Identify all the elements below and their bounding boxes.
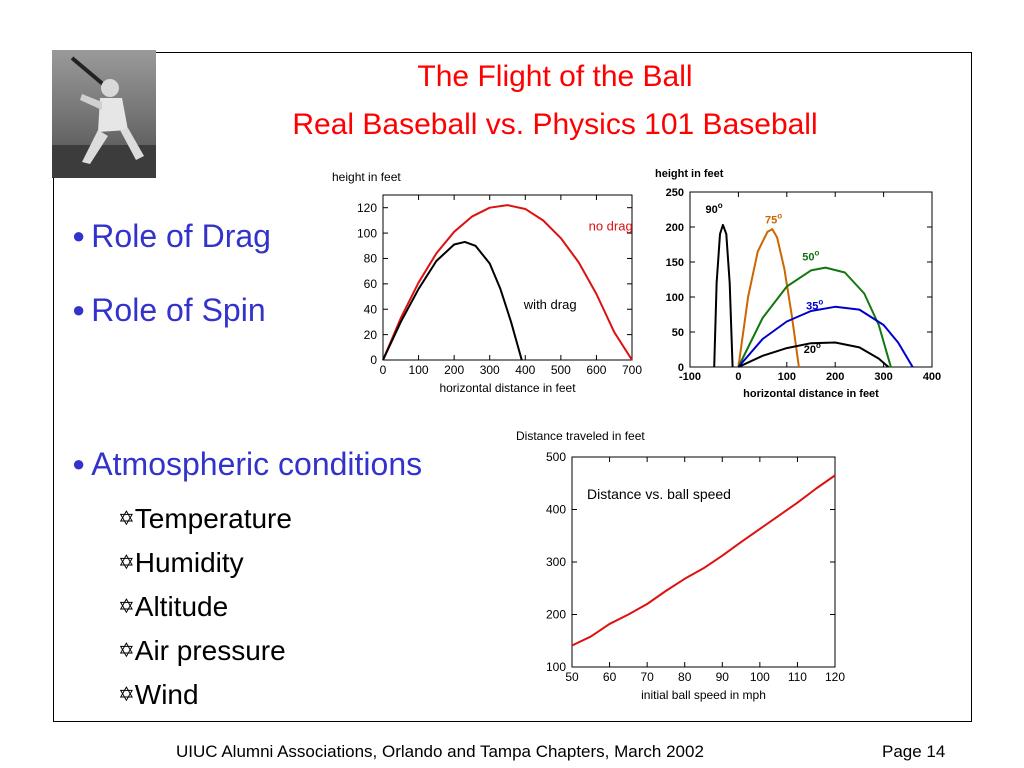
x-tick-label: 60 bbox=[603, 670, 617, 684]
baseball-player-photo bbox=[52, 50, 156, 178]
series-label-no-drag: no drag bbox=[589, 219, 633, 234]
degree-symbol: o bbox=[777, 212, 782, 221]
y-tick-label: 200 bbox=[666, 222, 684, 234]
footer-text: UIUC Alumni Associations, Orlando and Ta… bbox=[176, 742, 704, 761]
star-of-david-icon: ✡ bbox=[118, 596, 135, 618]
y-tick-label: 50 bbox=[672, 327, 684, 339]
x-tick-label: 110 bbox=[788, 670, 807, 684]
y-tick-label: 200 bbox=[546, 608, 566, 622]
y-tick-label: 100 bbox=[546, 660, 566, 674]
sub-item-temperature: ✡Temperature bbox=[118, 503, 292, 534]
y-tick-label: 60 bbox=[364, 277, 378, 291]
series-line bbox=[737, 266, 892, 368]
x-axis-label: initial ball speed in mph bbox=[641, 688, 766, 702]
bullet-dot-icon: ● bbox=[72, 223, 86, 248]
chart-title: Distance vs. ball speed bbox=[587, 486, 731, 502]
bullet-label: Role of Spin bbox=[91, 292, 266, 328]
distance-vs-speed-chart: 50 60 70 80 90 100 110 120 100 200 300 400 500 Distan… bbox=[516, 429, 845, 702]
y-tick-label: 120 bbox=[357, 201, 377, 215]
y-tick-label: 150 bbox=[666, 257, 684, 269]
sub-item-altitude: ✡Altitude bbox=[118, 591, 229, 622]
star-of-david-icon: ✡ bbox=[118, 684, 135, 706]
y-axis-label: height in feet bbox=[332, 170, 401, 184]
sub-item-humidity: ✡Humidity bbox=[118, 547, 244, 578]
x-tick-label: 300 bbox=[874, 371, 892, 383]
bullet-dot-icon: ● bbox=[72, 451, 86, 476]
series-line bbox=[737, 341, 890, 368]
x-tick-label: -100 bbox=[679, 371, 701, 383]
star-of-david-icon: ✡ bbox=[118, 640, 135, 662]
x-tick-label: 100 bbox=[750, 670, 770, 684]
x-tick-label: 90 bbox=[716, 670, 730, 684]
y-tick-label: 0 bbox=[678, 362, 684, 374]
series-line bbox=[737, 228, 800, 368]
plot-frame bbox=[571, 456, 836, 668]
plot-frame bbox=[382, 194, 633, 361]
x-tick-label: 400 bbox=[923, 371, 941, 383]
sub-item-wind: ✡Wind bbox=[118, 679, 199, 710]
x-tick-label: 500 bbox=[551, 363, 571, 377]
x-tick-label: 700 bbox=[622, 363, 642, 377]
y-axis-label: height in feet bbox=[655, 168, 724, 180]
series-line bbox=[571, 474, 836, 647]
degree-symbol: o bbox=[818, 298, 823, 307]
y-tick-label: 100 bbox=[357, 226, 377, 240]
degree-symbol: o bbox=[815, 249, 820, 258]
x-tick-label: 0 bbox=[735, 371, 741, 383]
y-tick-label: 20 bbox=[364, 328, 378, 342]
bullet-dot-icon: ● bbox=[72, 297, 86, 322]
degree-symbol: o bbox=[718, 201, 723, 210]
y-tick-label: 250 bbox=[666, 187, 684, 199]
bullet-atmospheric-conditions: ● Atmospheric conditions bbox=[72, 446, 422, 486]
bullet-role-of-spin: ● Role of Spin bbox=[72, 292, 266, 332]
bullet-label: Role of Drag bbox=[91, 218, 271, 254]
series-line bbox=[382, 240, 523, 361]
bullet-role-of-drag: ● Role of Drag bbox=[72, 218, 271, 258]
x-tick-label: 300 bbox=[480, 363, 500, 377]
degree-symbol: o bbox=[816, 341, 821, 350]
x-tick-label: 600 bbox=[586, 363, 606, 377]
x-tick-label: 400 bbox=[515, 363, 535, 377]
star-of-david-icon: ✡ bbox=[118, 508, 135, 530]
y-tick-label: 400 bbox=[546, 503, 566, 517]
page-number: Page 14 bbox=[882, 742, 946, 761]
slide-title-line1: The Flight of the Ball bbox=[417, 60, 693, 93]
x-tick-label: 80 bbox=[678, 670, 692, 684]
x-tick-label: 0 bbox=[380, 363, 387, 377]
x-tick-label: 100 bbox=[778, 371, 796, 383]
y-tick-label: 0 bbox=[370, 353, 377, 367]
x-tick-label: 120 bbox=[825, 670, 845, 684]
sub-item-air-pressure: ✡Air pressure bbox=[118, 635, 286, 666]
drag-trajectory-chart: 0 100 200 300 400 500 600 700 0 20 40 60 80 100 120 hei… bbox=[332, 170, 642, 395]
x-axis-label: horizontal distance in feet bbox=[743, 388, 879, 400]
y-axis-label: Distance traveled in feet bbox=[516, 429, 645, 443]
x-tick-label: 100 bbox=[409, 363, 429, 377]
x-tick-label: 200 bbox=[826, 371, 844, 383]
y-tick-label: 40 bbox=[364, 302, 378, 316]
y-tick-label: 300 bbox=[546, 555, 566, 569]
series-line bbox=[737, 305, 914, 368]
bullet-label: Atmospheric conditions bbox=[91, 446, 423, 482]
star-of-david-icon: ✡ bbox=[118, 552, 135, 574]
x-tick-label: 200 bbox=[444, 363, 464, 377]
slide-frame bbox=[53, 52, 972, 722]
x-tick-label: 70 bbox=[640, 670, 654, 684]
y-tick-label: 80 bbox=[364, 252, 378, 266]
x-axis-label: horizontal distance in feet bbox=[439, 381, 576, 395]
x-tick-label: 50 bbox=[565, 670, 579, 684]
y-tick-label: 500 bbox=[546, 450, 566, 464]
series-line bbox=[713, 223, 734, 368]
series-label-with-drag: with drag bbox=[523, 297, 577, 312]
series-line bbox=[382, 204, 633, 361]
y-tick-label: 100 bbox=[666, 292, 684, 304]
slide-title-line2: Real Baseball vs. Physics 101 Baseball bbox=[292, 108, 818, 141]
